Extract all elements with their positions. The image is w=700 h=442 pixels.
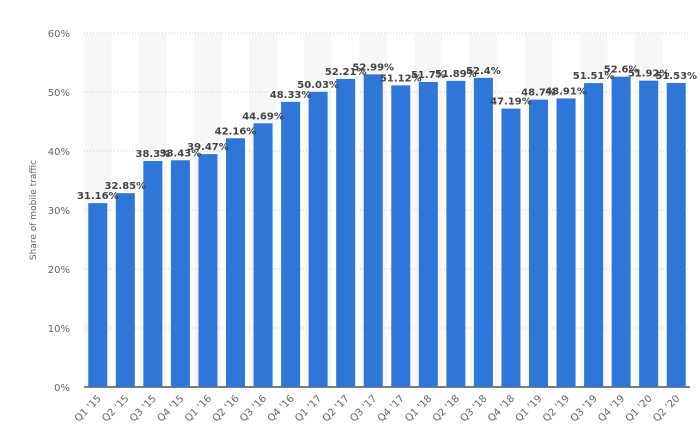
bar [88, 203, 108, 387]
x-tick-label: Q4 '16 [266, 393, 297, 424]
data-label: 42.16% [215, 126, 257, 137]
bar [473, 77, 493, 387]
bar [170, 160, 190, 387]
x-tick-label: Q1 '18 [403, 393, 434, 424]
y-axis-label: Share of mobile traffic [29, 160, 39, 260]
bar [501, 108, 521, 387]
data-label: 39.47% [187, 142, 229, 153]
bar [281, 101, 301, 387]
y-tick-label: 20% [48, 265, 70, 276]
bar [639, 80, 659, 387]
data-label: 52.21% [325, 67, 367, 78]
data-label: 47.19% [490, 97, 532, 108]
bar [336, 78, 356, 387]
y-tick-label: 40% [48, 147, 70, 158]
y-tick-label: 10% [48, 324, 70, 335]
x-tick-label: Q4 '19 [596, 393, 627, 424]
bar [226, 138, 245, 387]
y-tick-label: 50% [48, 88, 70, 99]
bar [556, 98, 576, 387]
data-label: 48.7% [521, 88, 556, 99]
x-tick-label: Q2 '18 [431, 393, 462, 424]
y-tick-label: 0% [54, 383, 70, 394]
x-tick-label: Q3 '16 [238, 393, 269, 424]
data-label: 52.99% [352, 62, 394, 73]
x-tick-label: Q1 '15 [73, 393, 104, 424]
x-tick-label: Q2 '17 [321, 393, 352, 424]
x-tick-label: Q1 '17 [293, 393, 324, 424]
data-label: 50.03% [297, 80, 339, 91]
x-tick-label: Q4 '15 [155, 393, 186, 424]
data-label: 51.7% [411, 70, 446, 81]
data-label: 52.4% [466, 66, 501, 77]
data-label: 52.6% [604, 65, 639, 76]
data-label: 44.69% [242, 111, 284, 122]
x-tick-label: Q3 '18 [458, 393, 489, 424]
x-tick-label: Q2 '19 [541, 393, 572, 424]
x-tick-label: Q2 '16 [211, 393, 242, 424]
bar [198, 154, 218, 387]
y-tick-label: 30% [48, 206, 70, 217]
x-tick-label: Q1 '16 [183, 393, 214, 424]
bar [143, 161, 163, 387]
bar [308, 91, 328, 387]
x-tick-label: Q3 '19 [569, 393, 600, 424]
data-label: 51.92% [628, 69, 670, 80]
data-label: 48.91% [545, 86, 587, 97]
bar [418, 81, 438, 387]
bar [529, 99, 548, 388]
data-label: 38.3% [136, 149, 171, 160]
x-tick-label: Q4 '17 [376, 393, 407, 424]
data-label: 48.33% [270, 90, 312, 101]
x-tick-label: Q4 '18 [486, 393, 517, 424]
bar [666, 82, 686, 388]
data-label: 32.85% [104, 181, 146, 192]
x-tick-label: Q2 '20 [651, 393, 682, 424]
data-label: 31.16% [77, 191, 119, 202]
x-tick-label: Q3 '17 [348, 393, 379, 424]
bar [253, 123, 273, 387]
x-tick-label: Q1 '20 [624, 393, 655, 424]
bar [363, 74, 383, 387]
bar [611, 76, 631, 387]
data-label: 51.12% [380, 73, 422, 84]
data-label: 51.53% [655, 71, 697, 82]
bar [446, 80, 466, 387]
x-tick-label: Q2 '15 [100, 393, 131, 424]
x-tick-label: Q3 '15 [128, 393, 159, 424]
bar [391, 85, 411, 387]
data-label: 51.51% [573, 71, 615, 82]
data-label: 38.43% [160, 148, 202, 159]
x-tick-label: Q1 '19 [514, 393, 545, 424]
bar [584, 83, 604, 387]
bar [115, 193, 135, 387]
y-tick-label: 60% [48, 29, 70, 40]
data-label: 51.89% [435, 69, 477, 80]
